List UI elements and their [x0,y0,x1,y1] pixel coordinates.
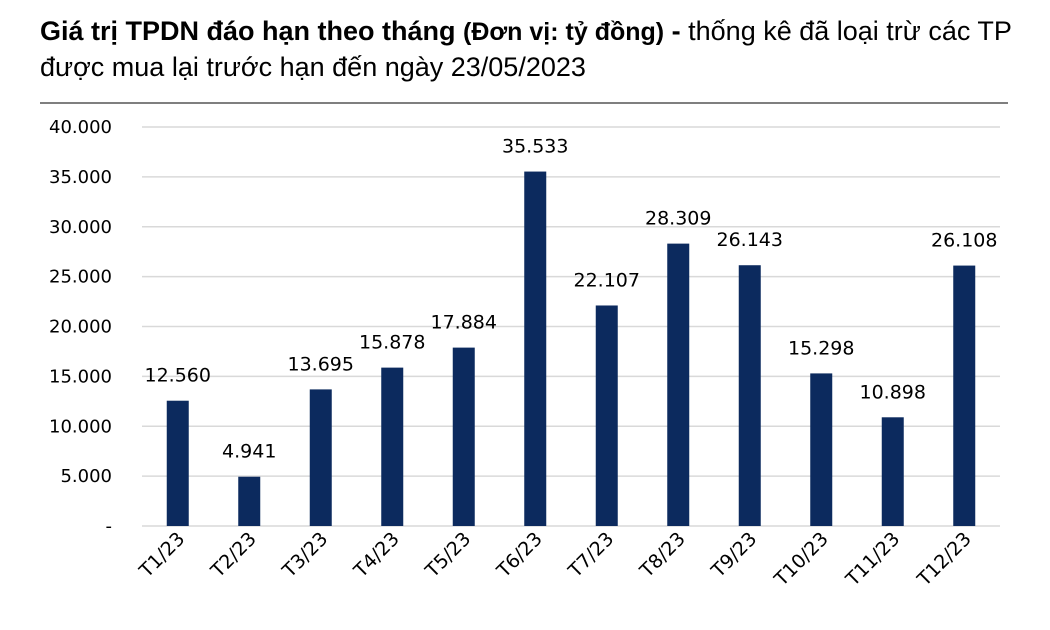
y-tick-label: 15.000 [49,366,112,387]
x-tick-label: T4/23 [349,528,404,583]
title-main: Giá trị TPDN đáo hạn theo tháng [40,16,456,46]
bar [524,171,547,526]
data-label: 13.695 [288,353,354,375]
x-tick-label: T12/23 [913,528,976,591]
chart-title: Giá trị TPDN đáo hạn theo tháng (Đơn vị:… [40,14,1030,85]
bar [452,347,475,526]
title-dash: - [671,16,681,46]
x-tick-label: T3/23 [278,528,333,583]
data-label: 15.878 [359,332,425,354]
y-tick-label: - [106,516,113,537]
x-tick-label: T5/23 [421,528,476,583]
bar [738,265,761,526]
y-tick-label: 35.000 [49,167,112,188]
y-tick-label: 10.000 [49,416,112,437]
data-label: 10.898 [860,381,926,403]
title-divider [40,102,1008,104]
data-label: 4.941 [222,441,276,463]
bar [166,400,189,526]
bar [238,476,261,526]
data-label: 28.309 [645,208,711,230]
bar [881,417,904,526]
y-tick-label: 25.000 [49,267,112,288]
bar [810,373,833,526]
title-note: thống kê đã loại trừ các TP được mua lại… [40,16,1012,82]
data-label: 22.107 [574,269,640,291]
x-tick-label: T8/23 [635,528,690,583]
x-tick-label: T6/23 [492,528,547,583]
data-label: 12.560 [145,365,211,387]
bar [381,367,404,526]
x-tick-label: T9/23 [707,528,762,583]
x-tick-label: T7/23 [564,528,619,583]
data-label: 26.143 [717,229,783,251]
bar [667,243,690,526]
bar [953,265,976,526]
y-tick-label: 30.000 [49,217,112,238]
x-tick-label: T10/23 [770,528,833,591]
title-unit: (Đơn vị: tỷ đồng) [463,18,665,46]
y-tick-label: 40.000 [49,117,112,138]
data-label: 17.884 [431,312,497,334]
bar [595,305,618,526]
y-tick-label: 20.000 [49,317,112,338]
data-label: 26.108 [931,230,997,252]
data-label: 35.533 [502,136,568,158]
x-tick-label: T2/23 [206,528,261,583]
y-tick-label: 5.000 [60,466,112,487]
x-tick-label: T11/23 [841,528,904,591]
x-tick-label: T1/23 [135,528,190,583]
bar [309,389,332,526]
data-label: 15.298 [788,337,854,359]
